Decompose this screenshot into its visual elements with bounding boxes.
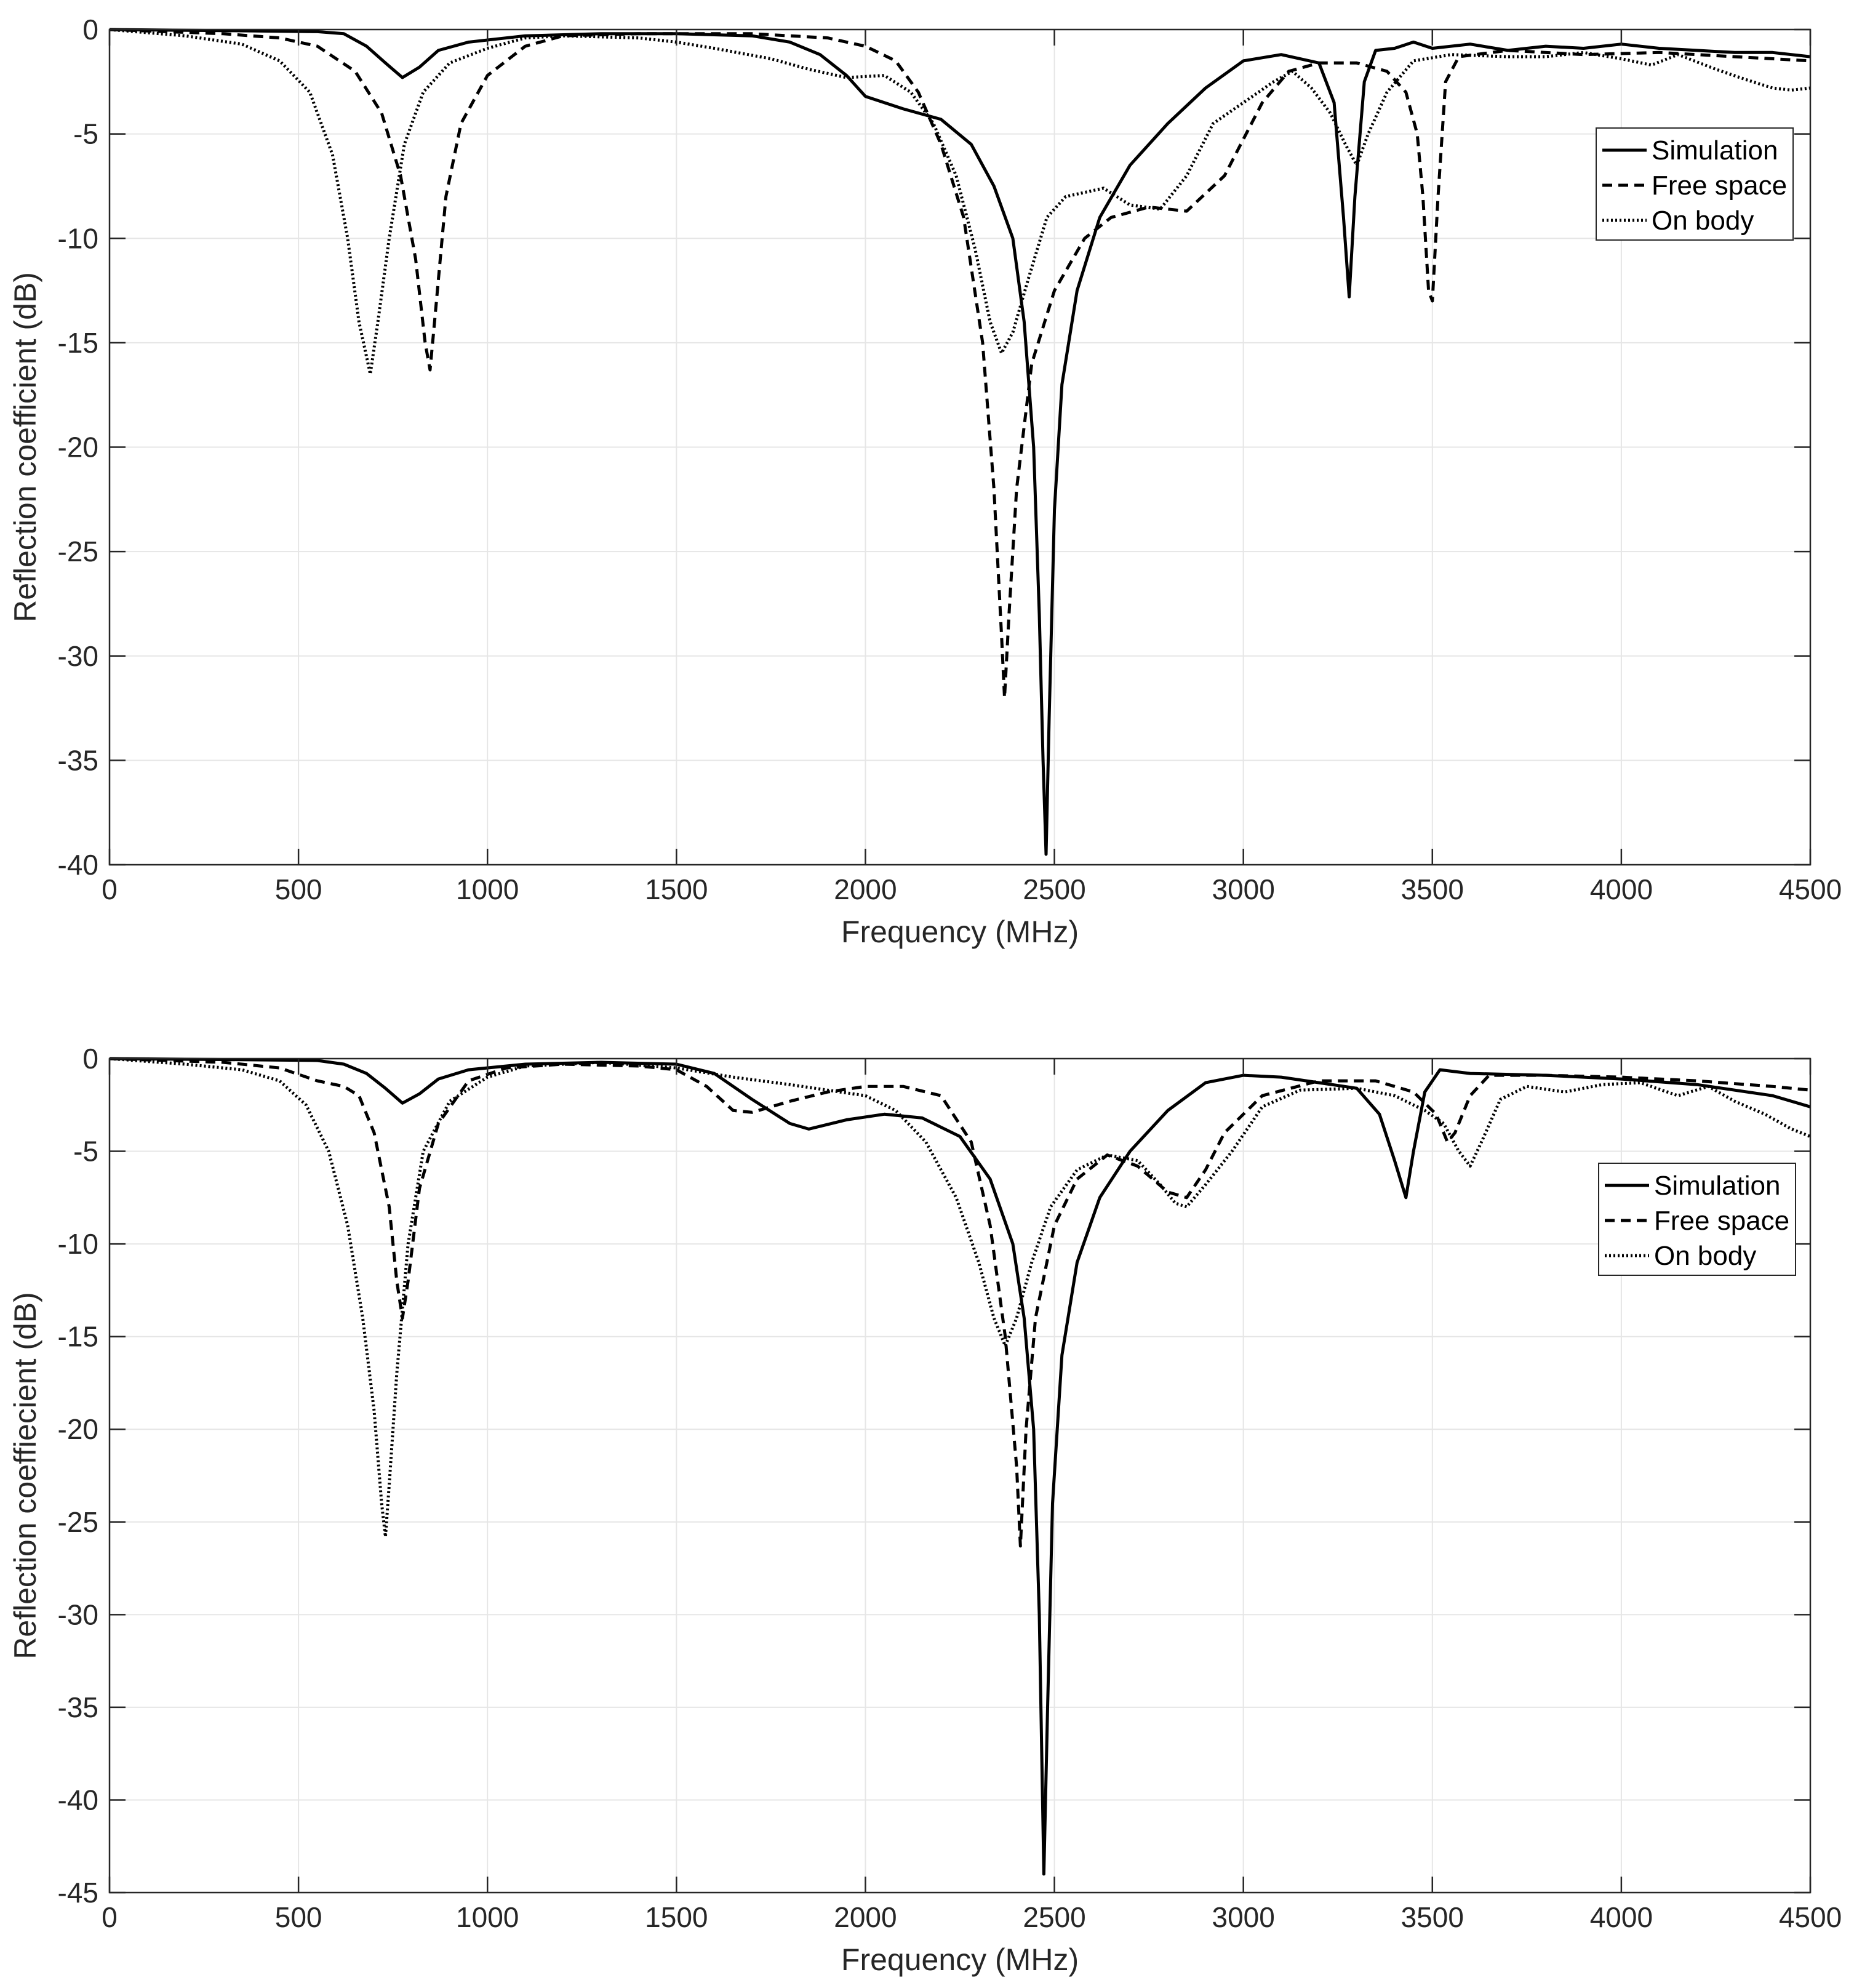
y-tick-label: -15	[58, 327, 98, 359]
series-line-on-body	[109, 1057, 1811, 1539]
x-tick-label: 2000	[834, 873, 897, 905]
chart-top-series	[109, 28, 1811, 856]
x-tick-label: 3500	[1401, 873, 1464, 905]
x-tick-label: 500	[275, 873, 322, 905]
series-line-on-body	[109, 28, 1811, 376]
chart-bottom-y-axis-label: Reflection coeffiecient (dB)	[8, 1292, 42, 1659]
y-tick-label: -35	[58, 744, 98, 776]
chart-top-legend-label-simulation: Simulation	[1652, 135, 1778, 166]
x-tick-label: 3500	[1401, 1901, 1464, 1933]
x-tick-label: 500	[275, 1901, 322, 1933]
chart-top-legend-label-on-body: On body	[1652, 206, 1754, 236]
y-tick-label: 0	[82, 14, 98, 46]
y-tick-label: -30	[58, 640, 98, 672]
chart-top-y-axis-label: Reflection coefficient (dB)	[8, 272, 42, 622]
y-tick-label: -20	[58, 431, 98, 463]
y-tick-label: -5	[73, 1136, 98, 1168]
y-tick-label: -10	[58, 222, 98, 254]
x-tick-label: 1500	[645, 1901, 708, 1933]
chart-top: 0 500 1000 1500 2000 2500 3000 3500 4000 4500 0 -5 -…	[8, 14, 1842, 949]
x-tick-label: 4000	[1590, 1901, 1653, 1933]
x-tick-label: 2000	[834, 1901, 897, 1933]
x-tick-label: 1000	[456, 873, 519, 905]
y-tick-label: -20	[58, 1413, 98, 1445]
x-tick-label: 2500	[1023, 873, 1085, 905]
y-tick-label: -30	[58, 1598, 98, 1630]
chart-bottom-x-axis-label: Frequency (MHz)	[841, 1942, 1079, 1977]
x-tick-label: 4000	[1590, 873, 1653, 905]
series-line-free-space	[109, 28, 1811, 700]
chart-top-x-axis-label: Frequency (MHz)	[841, 915, 1079, 949]
chart-top-legend-label-free-space: Free space	[1652, 170, 1787, 201]
series-line-simulation	[109, 1057, 1811, 1876]
series-line-simulation	[109, 28, 1811, 856]
x-tick-label: 2500	[1023, 1901, 1085, 1933]
y-tick-label: -15	[58, 1321, 98, 1353]
x-tick-label: 1500	[645, 873, 708, 905]
chart-bottom-series	[109, 1057, 1811, 1876]
x-tick-label: 4500	[1779, 1901, 1842, 1933]
chart-bottom-ticks: 0 500 1000 1500 2000 2500 3000 3500 4000 4500 0 -5 -…	[58, 1043, 1842, 1933]
x-tick-label: 1000	[456, 1901, 519, 1933]
series-line-free-space	[109, 1057, 1811, 1548]
y-tick-label: -45	[58, 1877, 98, 1909]
chart-bottom-legend: Simulation Free space On body	[1598, 1163, 1796, 1276]
chart-bottom-legend-label-free-space: Free space	[1654, 1206, 1789, 1236]
y-tick-label: -10	[58, 1228, 98, 1260]
chart-top-legend: Simulation Free space On body	[1596, 127, 1794, 241]
x-tick-label: 0	[102, 873, 118, 905]
chart-bottom: 0 500 1000 1500 2000 2500 3000 3500 4000 4500 0 -5 -…	[8, 1043, 1842, 1977]
y-tick-label: -25	[58, 1506, 98, 1538]
x-tick-label: 3000	[1212, 1901, 1274, 1933]
chart-bottom-legend-label-on-body: On body	[1654, 1241, 1756, 1271]
y-tick-label: -40	[58, 1784, 98, 1816]
x-tick-label: 3000	[1212, 873, 1274, 905]
chart-top-ticks: 0 500 1000 1500 2000 2500 3000 3500 4000 4500 0 -5 -…	[58, 14, 1842, 905]
x-tick-label: 0	[102, 1901, 118, 1933]
y-tick-label: -35	[58, 1691, 98, 1723]
x-tick-label: 4500	[1779, 873, 1842, 905]
y-tick-label: 0	[82, 1043, 98, 1075]
y-tick-label: -40	[58, 849, 98, 881]
y-tick-label: -5	[73, 118, 98, 150]
chart-bottom-axes-box	[108, 1057, 1812, 1894]
y-tick-label: -25	[58, 535, 98, 567]
chart-bottom-legend-label-simulation: Simulation	[1654, 1171, 1780, 1201]
